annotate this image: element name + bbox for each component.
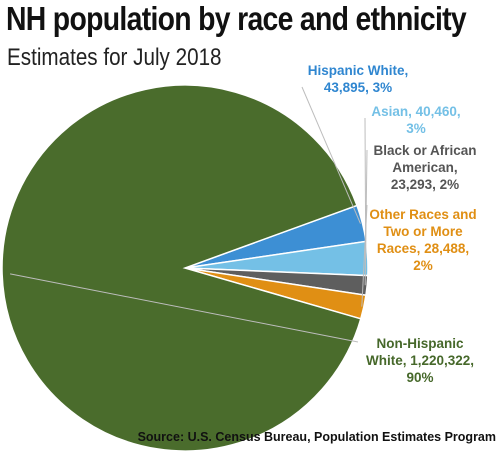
slice-label-line: Hispanic White,	[307, 63, 409, 78]
pie-slice-non-hispanic-white	[1, 84, 362, 452]
chart-title: NH population by race and ethnicity	[6, 0, 467, 37]
slice-label-other-races-and-two-or-more-races: Other Races and Two or More Races, 28,488,…	[358, 206, 488, 274]
slice-label-non-hispanic-white: Non-Hispanic White, 1,220,322, 90%	[345, 335, 495, 386]
slice-label-black-or-african-american: Black or African American, 23,293, 2%	[360, 142, 490, 193]
slice-label-hispanic-white: Hispanic White, 43,895, 3%	[288, 62, 428, 96]
slice-label-line: 2%	[413, 258, 433, 273]
slice-label-line: American,	[392, 160, 458, 175]
slice-label-asian: Asian, 40,460, 3%	[356, 103, 476, 137]
leader-line-other-races-and-two-or-more-races	[361, 204, 368, 307]
slice-label-line: 90%	[406, 370, 434, 385]
chart-subtitle: Estimates for July 2018	[7, 44, 222, 71]
source-note: Source: U.S. Census Bureau, Population E…	[137, 430, 496, 444]
slice-label-line: Other Races and	[369, 207, 477, 222]
slice-label-line: 43,895, 3%	[323, 80, 393, 95]
slice-label-line: 23,293, 2%	[390, 177, 460, 192]
slice-label-line: 3%	[406, 121, 426, 136]
slice-label-line: Asian, 40,460,	[371, 104, 461, 119]
slice-label-line: White, 1,220,322,	[365, 353, 475, 368]
slice-label-line: Races, 28,488,	[376, 241, 470, 256]
leader-line-non-hispanic-white	[10, 273, 359, 343]
slice-label-line: Non-Hispanic	[376, 336, 464, 351]
leader-line-hispanic-white	[301, 86, 361, 224]
slice-label-line: Two or More	[383, 224, 463, 239]
slice-label-line: Black or African	[373, 143, 477, 158]
